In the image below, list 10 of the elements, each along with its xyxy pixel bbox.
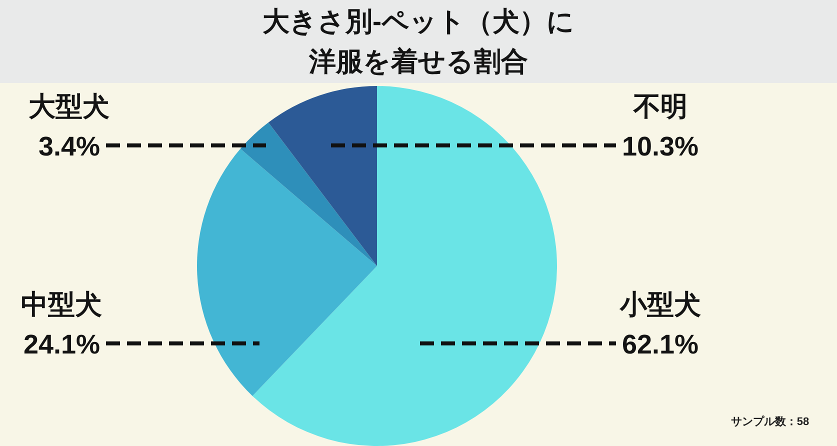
value-label: 62.1%	[622, 329, 699, 360]
value-label: 3.4%	[38, 131, 100, 162]
category-label: 不明	[633, 91, 688, 122]
title: 大きさ別-ペット（犬）に洋服を着せる割合	[262, 6, 574, 76]
category-label: 小型犬	[620, 289, 701, 320]
annotation: サンプル数：58	[730, 416, 810, 428]
value-label: 24.1%	[23, 329, 100, 360]
category-label: 大型犬	[28, 91, 110, 122]
category-label: 中型犬	[21, 289, 102, 320]
value-label: 10.3%	[622, 131, 699, 162]
